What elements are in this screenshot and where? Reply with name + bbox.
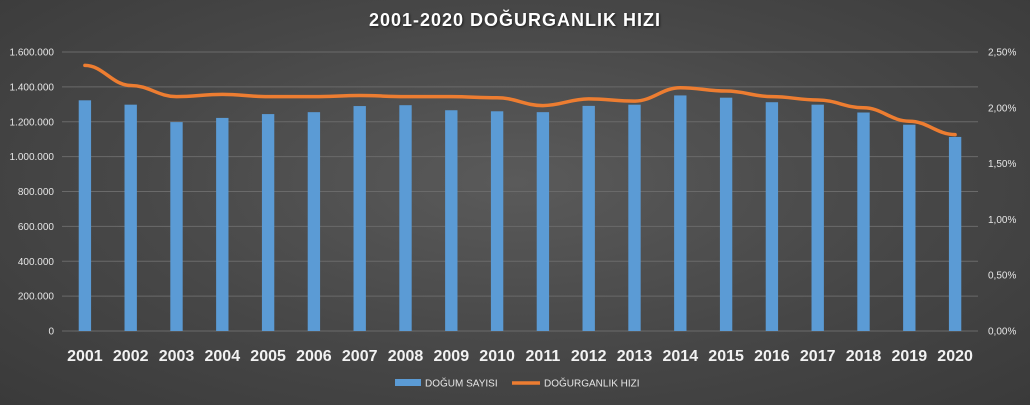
x-tick-label: 2006 bbox=[296, 348, 332, 365]
x-tick-label: 2014 bbox=[663, 348, 699, 365]
bar bbox=[307, 112, 321, 331]
bar bbox=[674, 95, 687, 331]
y-right-tick-label: 1,50% bbox=[988, 159, 1016, 170]
y-left-tick-label: 1.000.000 bbox=[10, 152, 55, 163]
bar bbox=[490, 111, 504, 331]
bar bbox=[811, 104, 824, 331]
x-tick-label: 2008 bbox=[388, 348, 424, 365]
x-tick-label: 2019 bbox=[892, 348, 928, 365]
y-left-tick-label: 800.000 bbox=[18, 187, 55, 198]
bar bbox=[78, 100, 92, 331]
x-tick-label: 2010 bbox=[479, 348, 515, 365]
x-tick-label: 2007 bbox=[342, 348, 378, 365]
chart-title: 2001-2020 DOĞURGANLIK HIZI bbox=[368, 10, 662, 30]
x-tick-label: 2016 bbox=[754, 348, 790, 365]
y-right-tick-label: 1,00% bbox=[988, 215, 1016, 226]
bar bbox=[719, 97, 733, 331]
y-left-tick-label: 600.000 bbox=[18, 222, 55, 233]
line-series bbox=[83, 63, 957, 137]
legend-label: DOĞUM SAYISI bbox=[425, 377, 498, 390]
y-left-tick-label: 1.600.000 bbox=[10, 48, 55, 59]
y-left-tick-label: 1.200.000 bbox=[10, 117, 55, 128]
bar bbox=[216, 117, 229, 331]
x-tick-label: 2009 bbox=[434, 348, 470, 365]
y-left-tick-label: 1.400.000 bbox=[10, 82, 55, 93]
x-tick-label: 2002 bbox=[113, 348, 149, 365]
bar bbox=[353, 106, 366, 332]
y-left-tick-label: 0 bbox=[48, 327, 54, 338]
y-right-tick-label: 2,50% bbox=[988, 48, 1016, 59]
x-tick-label: 2004 bbox=[205, 348, 241, 365]
y-right-tick-label: 0,00% bbox=[988, 327, 1016, 338]
bar bbox=[628, 104, 641, 331]
bar bbox=[536, 112, 550, 331]
x-tick-label: 2013 bbox=[617, 348, 653, 365]
bar bbox=[124, 104, 137, 331]
x-tick-label: 2012 bbox=[571, 348, 607, 365]
bar bbox=[948, 136, 962, 331]
bar bbox=[903, 124, 916, 331]
y-left-tick-label: 200.000 bbox=[18, 292, 55, 303]
bar bbox=[399, 105, 412, 331]
x-tick-label: 2001 bbox=[67, 348, 103, 365]
legend-label: DOĞURGANLIK HIZI bbox=[544, 377, 640, 390]
y-right-tick-label: 2,00% bbox=[988, 103, 1016, 114]
x-tick-label: 2017 bbox=[800, 348, 836, 365]
x-tick-label: 2020 bbox=[937, 348, 973, 365]
bar bbox=[765, 102, 779, 331]
legend-swatch-bar bbox=[395, 379, 421, 386]
x-tick-label: 2011 bbox=[526, 348, 561, 365]
bar bbox=[445, 110, 458, 332]
bar bbox=[857, 112, 870, 332]
bar bbox=[582, 105, 595, 332]
bar bbox=[170, 122, 183, 331]
y-right-tick-label: 0,50% bbox=[988, 271, 1016, 282]
bar bbox=[261, 114, 275, 331]
x-tick-label: 2018 bbox=[846, 348, 882, 365]
y-left-tick-label: 400.000 bbox=[18, 257, 55, 268]
x-tick-label: 2015 bbox=[708, 348, 744, 365]
x-tick-label: 2005 bbox=[250, 348, 286, 365]
x-tick-label: 2003 bbox=[159, 348, 195, 365]
